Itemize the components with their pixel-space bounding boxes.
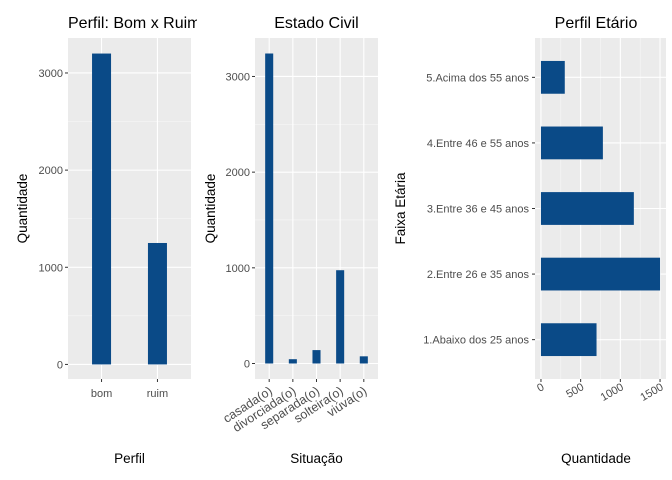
y-tick-label-2-entre-26-e-35-anos: 2.Entre 26 e 35 anos bbox=[427, 269, 530, 281]
y-tick-label-5-acima-dos-55-anos: 5.Acima dos 55 anos bbox=[426, 72, 529, 84]
chart-perfil-etario: 0 500 1000 1500 1.Abaixo dos 25 anos 2.Entre … bbox=[393, 15, 666, 466]
chart-title-perfil: Perfil: Bom x Ruim bbox=[68, 15, 200, 32]
bar-divorciada-o bbox=[288, 359, 297, 364]
y-tick-label: 2000 bbox=[39, 165, 63, 177]
x-tick-label-ruim: ruim bbox=[147, 388, 168, 400]
x-axis-label-estado-civil: Situação bbox=[290, 451, 343, 466]
chart-title-estado-civil: Estado Civil bbox=[274, 15, 358, 32]
x-axis-label-perfil: Perfil bbox=[114, 451, 145, 466]
bar-bom bbox=[92, 53, 112, 365]
ticks-perfil-etario: 0 500 1000 1500 1.Abaixo dos 25 anos 2.Entre … bbox=[423, 72, 665, 403]
y-tick-label: 3000 bbox=[226, 71, 250, 83]
x-axis-label-perfil-etario: Quantidade bbox=[561, 451, 631, 466]
x-tick-label: 1500 bbox=[638, 381, 665, 404]
chart-estado-civil: 0100020003000casada(o)divorciada(o)separ… bbox=[203, 15, 378, 466]
bar-casada-o bbox=[265, 53, 274, 364]
x-tick-label: 1000 bbox=[599, 381, 626, 404]
x-tick-label: 500 bbox=[564, 381, 586, 401]
x-tick-label: 0 bbox=[535, 381, 546, 394]
bars-perfil-etario bbox=[540, 60, 661, 357]
bar-3-entre-36-e-45-anos bbox=[540, 192, 634, 225]
chart-title-perfil-etario: Perfil Etário bbox=[555, 15, 638, 32]
y-tick-label: 2000 bbox=[226, 167, 250, 179]
bar-2-entre-26-e-35-anos bbox=[540, 257, 661, 291]
y-tick-label-3-entre-36-e-45-anos: 3.Entre 36 e 45 anos bbox=[427, 204, 530, 216]
bar-ruim bbox=[147, 242, 167, 365]
y-tick-label: 0 bbox=[57, 359, 63, 371]
y-axis-label-perfil: Quantidade bbox=[15, 174, 30, 244]
y-tick-label: 1000 bbox=[226, 263, 250, 275]
y-tick-label: 3000 bbox=[39, 68, 63, 80]
ticks-perfil: 0 1000 2000 3000 bom ruim bbox=[39, 68, 169, 400]
y-axis-label-estado-civil: Quantidade bbox=[203, 174, 218, 244]
y-tick-label: 0 bbox=[244, 359, 250, 371]
bar-4-entre-46-e-55-anos bbox=[540, 126, 603, 160]
bar-viuva-o bbox=[359, 356, 368, 364]
bar-5-acima-dos-55-anos bbox=[540, 60, 565, 94]
bars-estado-civil bbox=[265, 53, 368, 364]
y-axis-label-perfil-etario: Faixa Etária bbox=[393, 172, 408, 245]
x-tick-label-bom: bom bbox=[91, 388, 112, 400]
y-tick-label: 1000 bbox=[39, 262, 63, 274]
y-tick-label-1-abaixo-dos-25-anos: 1.Abaixo dos 25 anos bbox=[423, 335, 529, 347]
bar-separada-o bbox=[312, 350, 321, 364]
panel-bg-perfil bbox=[68, 38, 191, 379]
y-tick-label-4-entre-46-e-55-anos: 4.Entre 46 e 55 anos bbox=[427, 138, 530, 150]
bars-perfil bbox=[92, 53, 167, 365]
bar-1-abaixo-dos-25-anos bbox=[540, 323, 597, 357]
bar-solteira-o bbox=[336, 270, 345, 364]
panel-gap-mask bbox=[197, 10, 203, 38]
